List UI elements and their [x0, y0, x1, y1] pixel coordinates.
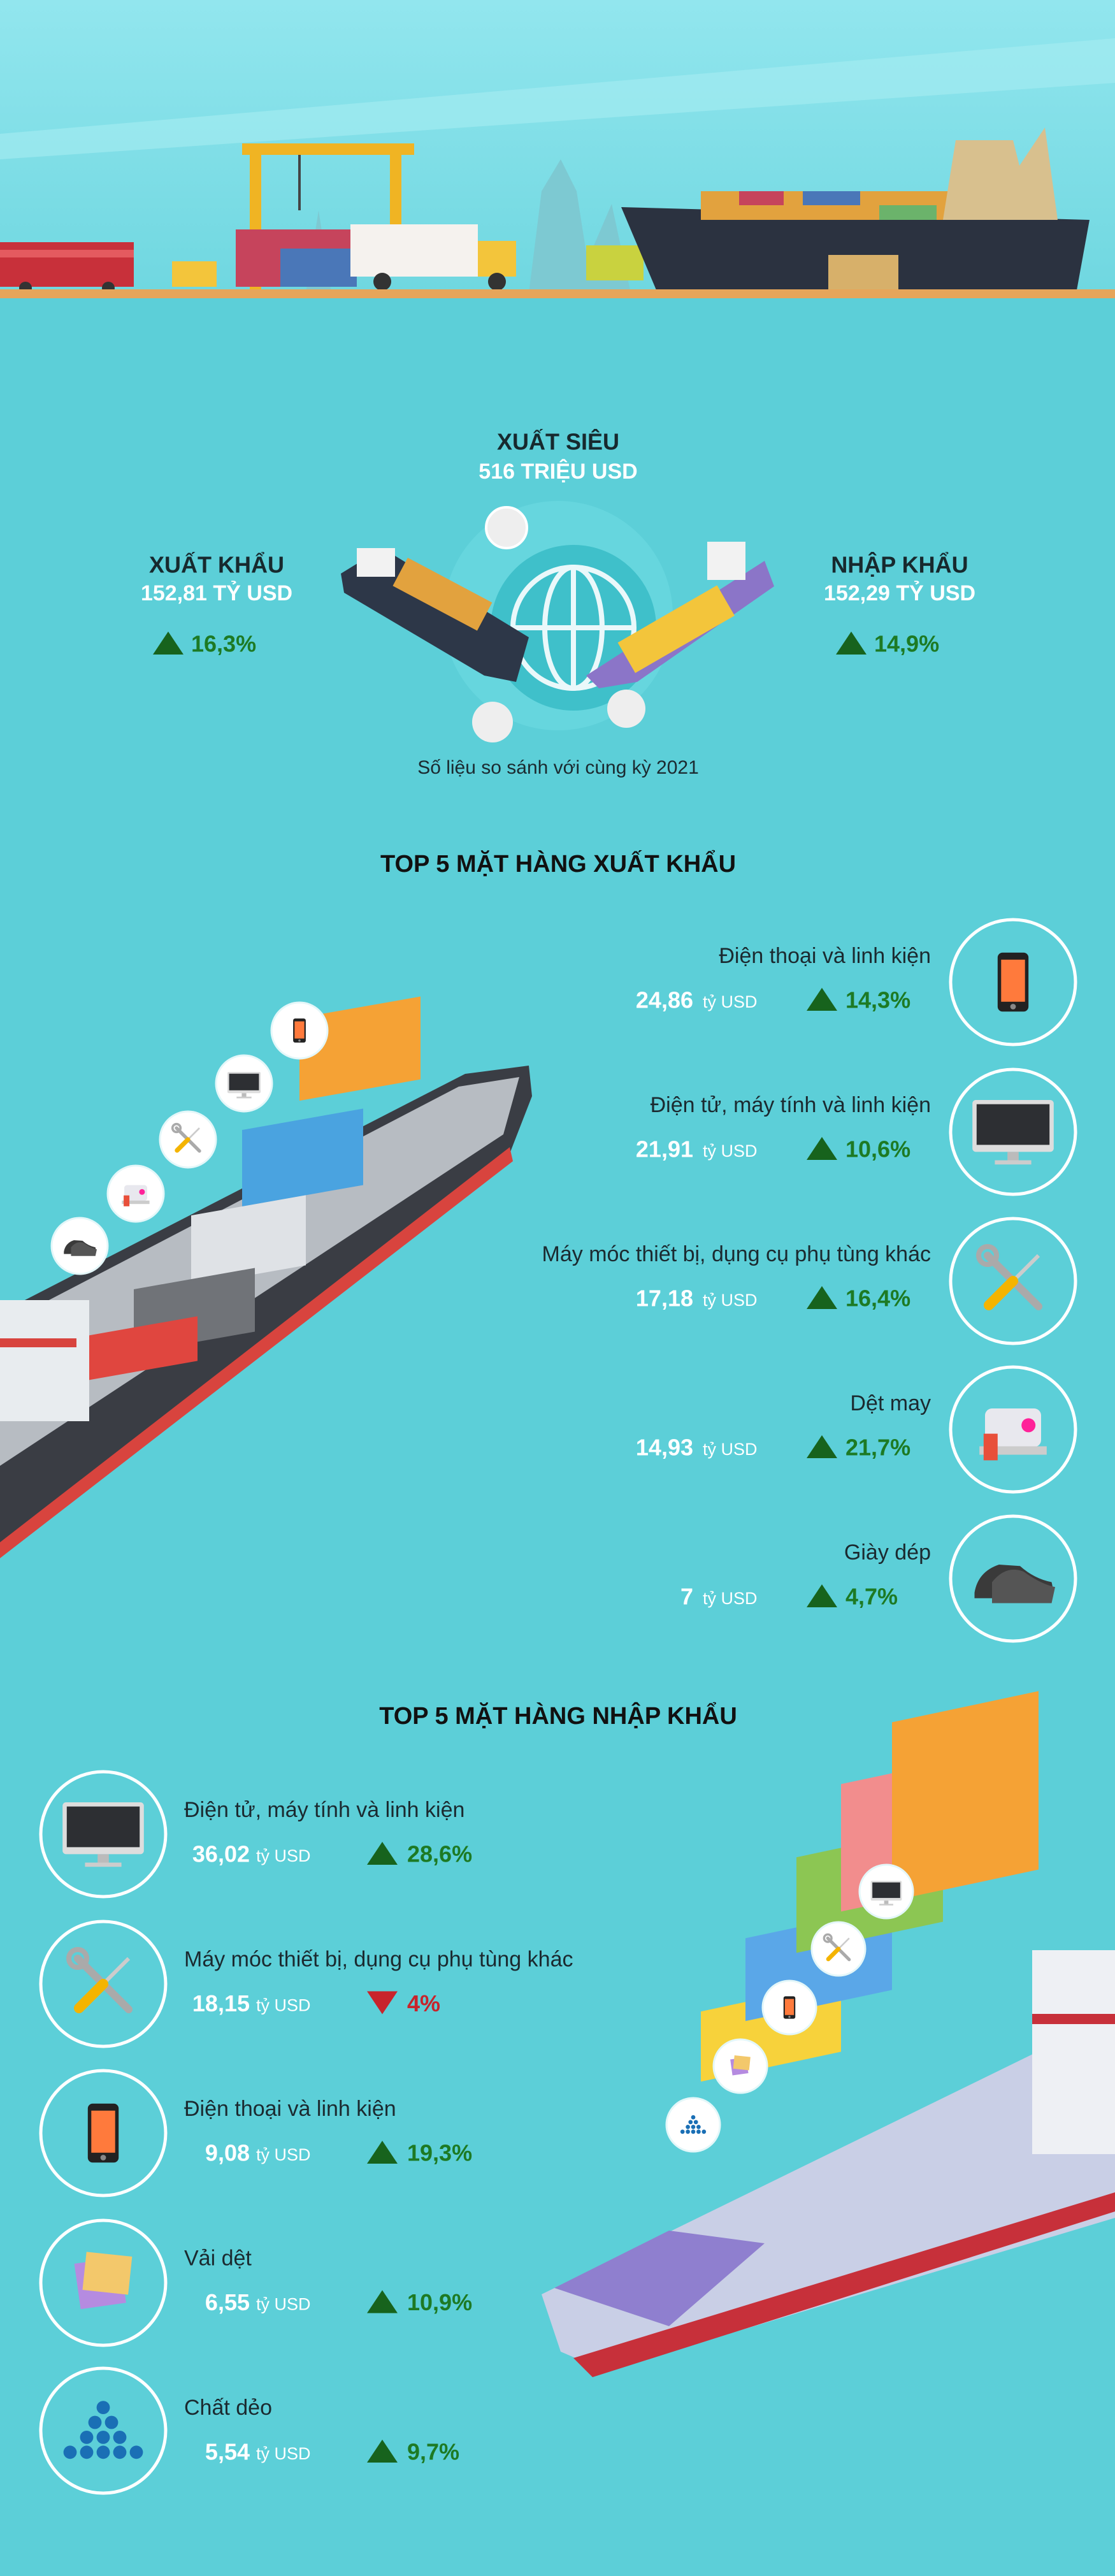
- import-icons: [39, 1770, 168, 2495]
- exports-title: TOP 5 MẶT HÀNG XUẤT KHẨU: [380, 849, 736, 878]
- up-arrow: [153, 632, 183, 655]
- item-change: 10,6%: [845, 1136, 910, 1162]
- import-change: 14,9%: [874, 631, 939, 657]
- item-value: 17,18: [636, 1285, 693, 1312]
- item-value: 36,02: [192, 1841, 250, 1867]
- up-arrow: [807, 1584, 837, 1607]
- up-arrow: [367, 2290, 398, 2313]
- item-name: Dệt may: [850, 1391, 931, 1415]
- up-arrow: [367, 1842, 398, 1865]
- item-value: 18,15: [192, 1990, 250, 2016]
- item-name: Điện thoại và linh kiện: [719, 944, 931, 968]
- item-name: Điện thoại và linh kiện: [184, 2097, 396, 2121]
- item-value: 14,93: [636, 1435, 693, 1461]
- shoe-icon: [974, 1565, 1055, 1603]
- export-ship: [0, 996, 532, 1558]
- monitor-icon: [972, 1100, 1054, 1165]
- note: Số liệu so sánh với cùng kỳ 2021: [417, 757, 699, 778]
- up-arrow: [807, 1137, 837, 1160]
- export-value: 152,81 TỶ USD: [141, 581, 292, 605]
- item-name: Điện tử, máy tính và linh kiện: [651, 1093, 931, 1117]
- item-unit: tỷ USD: [256, 2444, 311, 2463]
- item-unit: tỷ USD: [256, 2295, 311, 2314]
- item-unit: tỷ USD: [703, 1291, 758, 1310]
- import-value: 152,29 TỶ USD: [824, 581, 975, 605]
- item-value: 5,54: [205, 2439, 250, 2465]
- item-change: 21,7%: [845, 1435, 910, 1461]
- item-value: 21,91: [636, 1136, 693, 1162]
- item-name: Chất dẻo: [184, 2396, 272, 2420]
- up-arrow: [367, 2440, 398, 2463]
- phone-icon: [87, 2103, 119, 2163]
- item-name: Máy móc thiết bị, dụng cụ phụ tùng khác: [184, 1947, 573, 1971]
- item-value: 7: [680, 1584, 693, 1610]
- up-arrow: [807, 988, 837, 1011]
- item-unit: tỷ USD: [256, 1996, 311, 2015]
- item-unit: tỷ USD: [703, 1589, 758, 1608]
- item-name: Vải dệt: [184, 2246, 252, 2270]
- up-arrow: [807, 1435, 837, 1458]
- export-icons: [949, 918, 1077, 1643]
- item-change: 9,7%: [407, 2439, 459, 2465]
- item-unit: tỷ USD: [256, 1846, 311, 1865]
- export-change: 16,3%: [191, 631, 256, 657]
- up-arrow: [807, 1286, 837, 1309]
- imports-title: TOP 5 MẶT HÀNG NHẬP KHẨU: [379, 1701, 737, 1730]
- header-illustration: [0, 0, 1115, 298]
- item-unit: tỷ USD: [703, 992, 758, 1011]
- export-title: XUẤT KHẨU: [149, 551, 284, 578]
- item-value: 6,55: [205, 2289, 250, 2315]
- item-change: 28,6%: [407, 1841, 472, 1867]
- item-change: 4%: [407, 1990, 440, 2016]
- item-name: Giày dép: [844, 1540, 931, 1565]
- up-arrow: [367, 2141, 398, 2164]
- item-change: 4,7%: [845, 1584, 898, 1610]
- import-ship: [542, 1691, 1115, 2377]
- item-unit: tỷ USD: [703, 1440, 758, 1459]
- tools-icon: [69, 1950, 129, 2009]
- item-change: 19,3%: [407, 2140, 472, 2166]
- up-arrow: [836, 632, 867, 655]
- pellets-icon: [63, 2401, 143, 2459]
- item-name: Điện tử, máy tính và linh kiện: [184, 1798, 464, 1822]
- import-title: NHẬP KHẨU: [831, 551, 968, 578]
- item-value: 24,86: [636, 987, 693, 1013]
- globe-illustration: [341, 501, 774, 742]
- item-value: 9,08: [205, 2140, 250, 2166]
- phone-icon: [997, 952, 1029, 1012]
- item-name: Máy móc thiết bị, dụng cụ phụ tùng khác: [542, 1242, 931, 1266]
- tools-icon: [979, 1247, 1039, 1306]
- item-unit: tỷ USD: [256, 2145, 311, 2164]
- item-change: 10,9%: [407, 2289, 472, 2315]
- sewing-icon: [979, 1408, 1047, 1461]
- fabric-icon: [74, 2252, 133, 2310]
- surplus-title: XUẤT SIÊU: [497, 428, 619, 455]
- item-change: 16,4%: [845, 1285, 910, 1312]
- down-arrow: [367, 1991, 398, 2015]
- surplus-value: 516 TRIỆU USD: [478, 459, 637, 484]
- item-unit: tỷ USD: [703, 1141, 758, 1161]
- monitor-icon: [62, 1802, 144, 1867]
- item-change: 14,3%: [845, 987, 910, 1013]
